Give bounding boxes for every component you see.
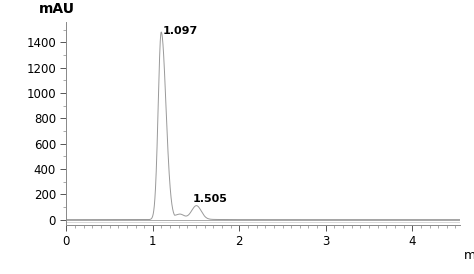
Text: 1.097: 1.097: [163, 26, 198, 36]
Text: min: min: [464, 249, 474, 262]
Text: mAU: mAU: [39, 2, 75, 16]
Text: 1.505: 1.505: [193, 194, 228, 204]
